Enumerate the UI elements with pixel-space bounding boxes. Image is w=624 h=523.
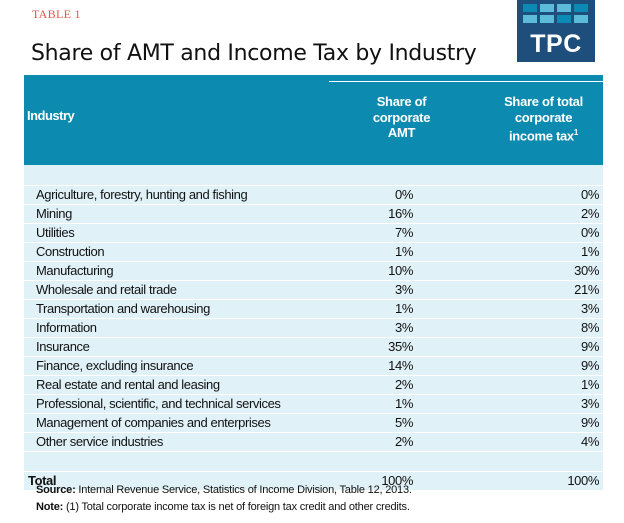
header-amt-share: Share of corporate AMT: [354, 94, 449, 141]
industry-name: Transportation and warehousing: [36, 301, 210, 316]
logo-tile: [574, 15, 588, 23]
amt-share: 2%: [395, 377, 413, 392]
table-row: Insurance 35% 9%: [24, 338, 603, 357]
amt-share: 1%: [395, 244, 413, 259]
table-row: Construction 1% 1%: [24, 243, 603, 262]
industry-name: Utilities: [36, 225, 75, 240]
amt-share: 2%: [395, 434, 413, 449]
total-label: Total: [28, 473, 57, 488]
income-tax-share: 9%: [581, 415, 599, 430]
table-row: Wholesale and retail trade 3% 21%: [24, 281, 603, 300]
note-text: (1) Total corporate income tax is net of…: [63, 501, 410, 513]
income-tax-share: 8%: [581, 320, 599, 335]
logo-tile: [523, 15, 537, 23]
income-tax-share: 9%: [581, 358, 599, 373]
logo-tile-grid-icon: [523, 4, 588, 23]
note-label: Note:: [36, 501, 64, 513]
income-tax-share: 9%: [581, 339, 599, 354]
table-row: Real estate and rental and leasing 2% 1%: [24, 376, 603, 395]
amt-share: 3%: [395, 282, 413, 297]
footnote: Note: (1) Total corporate income tax is …: [36, 501, 410, 513]
logo-tile: [557, 4, 571, 12]
table-row: Finance, excluding insurance 14% 9%: [24, 357, 603, 376]
table-header: Industry Share of corporate AMT Share of…: [24, 80, 603, 165]
table-spacer: [24, 452, 603, 472]
logo-tile: [523, 4, 537, 12]
amt-share: 7%: [395, 225, 413, 240]
table-body: Agriculture, forestry, hunting and fishi…: [24, 186, 603, 452]
table-row: Mining 16% 2%: [24, 205, 603, 224]
income-tax-share: 0%: [581, 225, 599, 240]
industry-name: Management of companies and enterprises: [36, 415, 271, 430]
amt-share: 3%: [395, 320, 413, 335]
industry-name: Other service industries: [36, 434, 163, 449]
header-tax-line: corporate: [514, 109, 573, 125]
amt-share: 16%: [388, 206, 413, 221]
header-tax-line: Share of total: [504, 94, 583, 109]
amt-share: 10%: [388, 263, 413, 278]
income-tax-share: 4%: [581, 434, 599, 449]
amt-share: 1%: [395, 301, 413, 316]
income-tax-share: 3%: [581, 301, 599, 316]
header-amt-line: Share of: [376, 94, 427, 109]
title-divider: [24, 75, 603, 80]
industry-name: Mining: [36, 206, 72, 221]
table-row: Agriculture, forestry, hunting and fishi…: [24, 186, 603, 205]
header-income-tax-share: Share of total corporate income tax1: [486, 94, 601, 144]
source-note: Source: Internal Revenue Service, Statis…: [36, 484, 412, 496]
table-row: Other service industries 2% 4%: [24, 433, 603, 452]
table-row: Management of companies and enterprises 5…: [24, 414, 603, 433]
logo-tile: [557, 15, 571, 23]
industry-table: Industry Share of corporate AMT Share of…: [24, 80, 603, 491]
income-tax-share: 30%: [574, 263, 599, 278]
income-tax-share: 3%: [581, 396, 599, 411]
table-row: Professional, scientific, and technical …: [24, 395, 603, 414]
page-title: Share of AMT and Income Tax by Industry: [31, 40, 477, 66]
table-row: Manufacturing 10% 30%: [24, 262, 603, 281]
header-amt-line: AMT: [387, 125, 416, 140]
industry-name: Construction: [36, 244, 105, 259]
income-tax-share: 2%: [581, 206, 599, 221]
industry-name: Real estate and rental and leasing: [36, 377, 220, 392]
amt-share: 5%: [395, 415, 413, 430]
industry-name: Manufacturing: [36, 263, 114, 278]
amt-share: 1%: [395, 396, 413, 411]
amt-share: 14%: [388, 358, 413, 373]
header-tax-line: income tax1: [486, 125, 601, 144]
header-industry: Industry: [27, 108, 75, 123]
total-amt: 100%: [381, 473, 413, 488]
income-tax-share: 1%: [581, 244, 599, 259]
header-amt-line: corporate: [372, 109, 431, 125]
table-row: Information 3% 8%: [24, 319, 603, 338]
amt-share: 35%: [388, 339, 413, 354]
total-tax: 100%: [567, 473, 599, 488]
industry-name: Insurance: [36, 339, 90, 354]
footnote-mark: 1: [573, 128, 579, 137]
logo-text: TPC: [530, 30, 582, 58]
income-tax-share: 1%: [581, 377, 599, 392]
table-row: Utilities 7% 0%: [24, 224, 603, 243]
income-tax-share: 0%: [581, 187, 599, 202]
header-tax-text: income tax: [508, 128, 574, 144]
income-tax-share: 21%: [574, 282, 599, 297]
source-text: Internal Revenue Service, Statistics of …: [75, 484, 412, 496]
tpc-logo: TPC: [517, 0, 595, 62]
table-row: Transportation and warehousing 1% 3%: [24, 300, 603, 319]
source-label: Source:: [36, 484, 76, 496]
industry-name: Wholesale and retail trade: [36, 282, 177, 297]
industry-name: Finance, excluding insurance: [36, 358, 194, 373]
amt-share: 0%: [395, 187, 413, 202]
industry-name: Information: [36, 320, 97, 335]
table-label: TABLE 1: [32, 7, 81, 21]
header-rule: [329, 81, 603, 82]
industry-name: Agriculture, forestry, hunting and fishi…: [36, 187, 248, 202]
industry-name: Professional, scientific, and technical …: [36, 396, 281, 411]
logo-tile: [540, 4, 554, 12]
logo-tile: [540, 15, 554, 23]
logo-tile: [574, 4, 588, 12]
total-row: Total 100% 100%: [24, 472, 603, 491]
table-spacer: [24, 165, 603, 186]
